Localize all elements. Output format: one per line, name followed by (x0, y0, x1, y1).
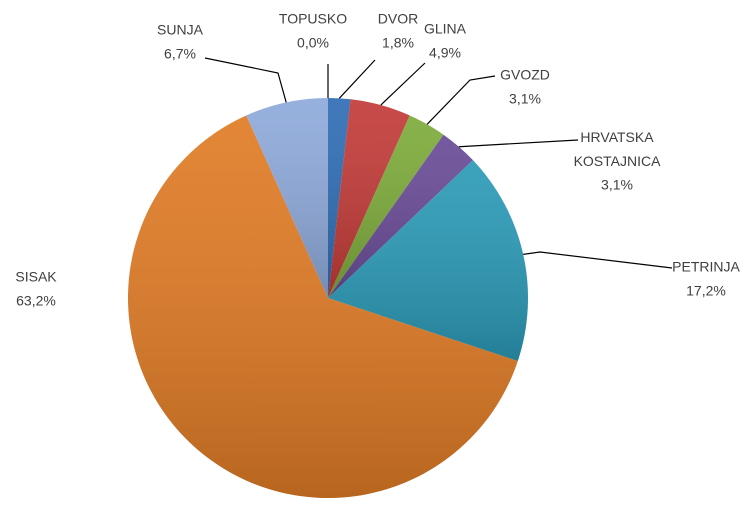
value-label: 1,8% (382, 35, 414, 51)
label-line: HRVATSKA (580, 129, 654, 145)
category-label: SUNJA (157, 22, 204, 38)
category-label: TOPUSKO (279, 11, 347, 27)
label-line: KOSTAJNICA (574, 153, 662, 169)
category-label: DVOR (378, 11, 418, 27)
leader-line (458, 139, 579, 148)
value-label: 0,0% (297, 35, 329, 51)
slice-shade (328, 98, 351, 298)
leader-line (426, 75, 496, 125)
category-label: GVOZD (500, 67, 550, 83)
category-label: GLINA (424, 21, 467, 37)
value-label: 6,7% (164, 46, 196, 62)
category-label: PETRINJA (672, 259, 740, 275)
value-label: 3,1% (509, 91, 541, 107)
leader-line (523, 251, 673, 269)
leader-line (338, 59, 376, 99)
value-label: 17,2% (686, 283, 726, 299)
value-label: 3,1% (601, 177, 633, 193)
slice-shade (328, 134, 473, 298)
leader-line (204, 57, 287, 103)
leader-line (380, 62, 426, 106)
slice-shade (127, 115, 518, 499)
slice-shade (246, 98, 328, 298)
category-label: HRVATSKA KOSTAJNICA (574, 129, 662, 169)
value-label: 4,9% (429, 45, 461, 61)
value-label: 63,2% (16, 293, 56, 309)
slice-shade (328, 115, 444, 298)
slice-shade (328, 99, 410, 298)
slice-shade (328, 160, 528, 361)
category-label: SISAK (15, 269, 57, 285)
